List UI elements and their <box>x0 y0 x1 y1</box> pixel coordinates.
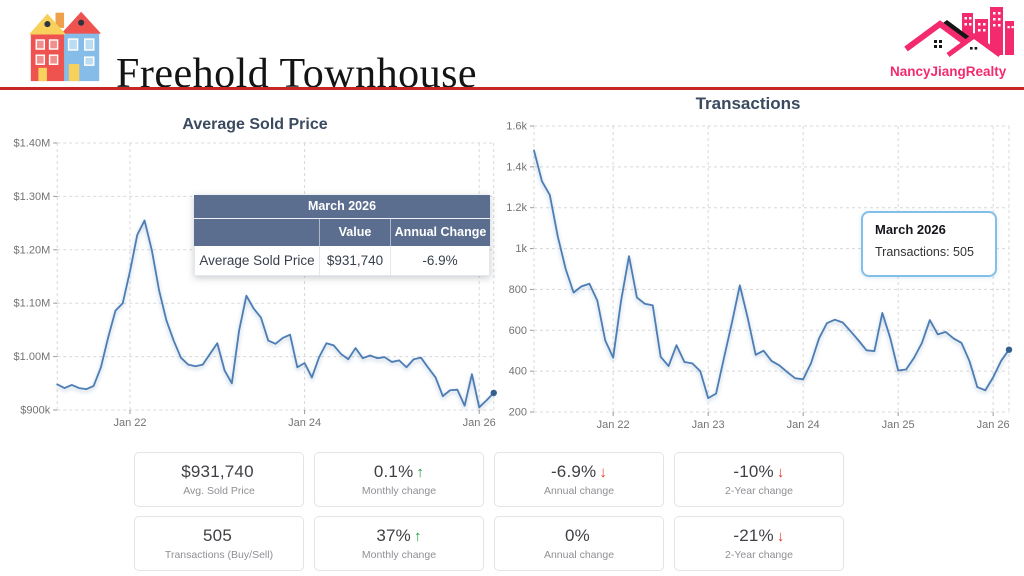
tooltip-row-label: Average Sold Price <box>194 246 320 276</box>
transactions-tooltip-title: March 2026 <box>875 222 946 237</box>
stat-value: -6.9% ↓ <box>550 462 608 481</box>
svg-text:Jan 26: Jan 26 <box>977 419 1010 431</box>
svg-text:Jan 25: Jan 25 <box>882 419 915 431</box>
stat-value: -21% ↓ <box>733 526 785 545</box>
svg-text:$1.10M: $1.10M <box>14 298 51 310</box>
price-chart-title: Average Sold Price <box>182 116 328 133</box>
stat-card-price-two-year-change: -10% ↓ 2-Year change <box>674 452 844 507</box>
transactions-tooltip: March 2026 Transactions: 505 <box>861 211 997 277</box>
svg-text:$1.00M: $1.00M <box>14 351 51 363</box>
stat-card-transactions: 505 Transactions (Buy/Sell) <box>134 516 304 571</box>
tooltip-row-value: $931,740 <box>320 246 391 276</box>
stat-label: Annual change <box>543 549 615 561</box>
stat-card-tx-two-year-change: -21% ↓ 2-Year change <box>674 516 844 571</box>
svg-text:Jan 24: Jan 24 <box>288 417 321 429</box>
tooltip-col-empty <box>194 219 320 246</box>
stat-value: 505 <box>203 526 232 545</box>
stat-card-price-annual-change: -6.9% ↓ Annual change <box>494 452 664 507</box>
trend-down-icon: ↓ <box>776 464 785 481</box>
price-tooltip: March 2026 Value Annual Change Average S… <box>194 195 490 276</box>
stat-label: Transactions (Buy/Sell) <box>164 549 274 561</box>
stat-value: $931,740 <box>181 462 254 481</box>
svg-text:Jan 24: Jan 24 <box>787 419 820 431</box>
svg-text:$1.30M: $1.30M <box>14 191 51 203</box>
transactions-tooltip-value: Transactions: 505 <box>875 245 974 259</box>
brand-logo: NancyJiangRealty <box>890 7 1014 79</box>
townhouses-icon <box>28 11 102 82</box>
svg-text:1.4k: 1.4k <box>506 161 527 173</box>
stat-label: Annual change <box>543 485 615 497</box>
svg-text:1k: 1k <box>515 243 527 255</box>
svg-text:Jan 26: Jan 26 <box>463 417 496 429</box>
header-divider <box>0 87 1024 90</box>
svg-text:Jan 23: Jan 23 <box>692 419 725 431</box>
tooltip-row-annual-change: -6.9% <box>391 246 490 276</box>
price-line-chart[interactable]: $1.40M $1.30M $1.20M $1.10M $1.00M $900k Jan 2… <box>14 138 497 429</box>
stat-label: Monthly change <box>361 549 437 561</box>
tooltip-col-annual-change: Annual Change <box>394 225 487 239</box>
trend-up-icon: ↑ <box>416 464 425 481</box>
svg-text:$1.20M: $1.20M <box>14 244 51 256</box>
svg-text:1.2k: 1.2k <box>506 202 527 214</box>
stat-value: -10% ↓ <box>733 462 785 481</box>
stat-card-avg-sold-price: $931,740 Avg. Sold Price <box>134 452 304 507</box>
trend-down-icon: ↓ <box>776 528 785 545</box>
trend-up-icon: ↑ <box>413 528 422 545</box>
stat-card-tx-annual-change: 0% Annual change <box>494 516 664 571</box>
svg-text:$1.40M: $1.40M <box>14 138 51 150</box>
trend-down-icon: ↓ <box>599 464 608 481</box>
stat-label: Avg. Sold Price <box>183 485 255 497</box>
price-tooltip-row: Average Sold Price $931,740 -6.9% <box>194 246 490 276</box>
transactions-line-chart[interactable]: 1.6k 1.4k 1.2k 1k 800 600 400 200 Jan 22 Jan 23 Ja… <box>506 121 1013 431</box>
svg-text:800: 800 <box>509 284 527 296</box>
svg-text:$900k: $900k <box>20 405 50 417</box>
stat-label: 2-Year change <box>725 549 793 561</box>
stat-value: 37% ↑ <box>376 526 422 545</box>
svg-text:600: 600 <box>509 325 527 337</box>
brand-name: NancyJiangRealty <box>890 64 1007 79</box>
price-tooltip-title: March 2026 <box>194 195 490 219</box>
svg-text:400: 400 <box>509 366 527 378</box>
svg-text:Jan 22: Jan 22 <box>113 417 146 429</box>
stat-card-tx-monthly-change: 37% ↑ Monthly change <box>314 516 484 571</box>
stat-label: Monthly change <box>361 485 437 497</box>
stat-card-price-monthly-change: 0.1% ↑ Monthly change <box>314 452 484 507</box>
svg-text:Jan 22: Jan 22 <box>597 419 630 431</box>
stat-label: 2-Year change <box>725 485 793 497</box>
price-tooltip-columns: Value Annual Change <box>194 219 490 246</box>
svg-text:200: 200 <box>509 407 527 419</box>
page-title: Freehold Townhouse <box>116 51 478 98</box>
tooltip-col-value: Value <box>320 219 391 246</box>
transactions-chart-title: Transactions <box>695 94 801 113</box>
stat-value: 0% <box>565 526 590 545</box>
svg-text:1.6k: 1.6k <box>506 121 527 133</box>
stat-cards-grid: $931,740 Avg. Sold Price 0.1% ↑ Monthly c… <box>134 452 844 571</box>
stat-value: 0.1% ↑ <box>373 462 425 481</box>
